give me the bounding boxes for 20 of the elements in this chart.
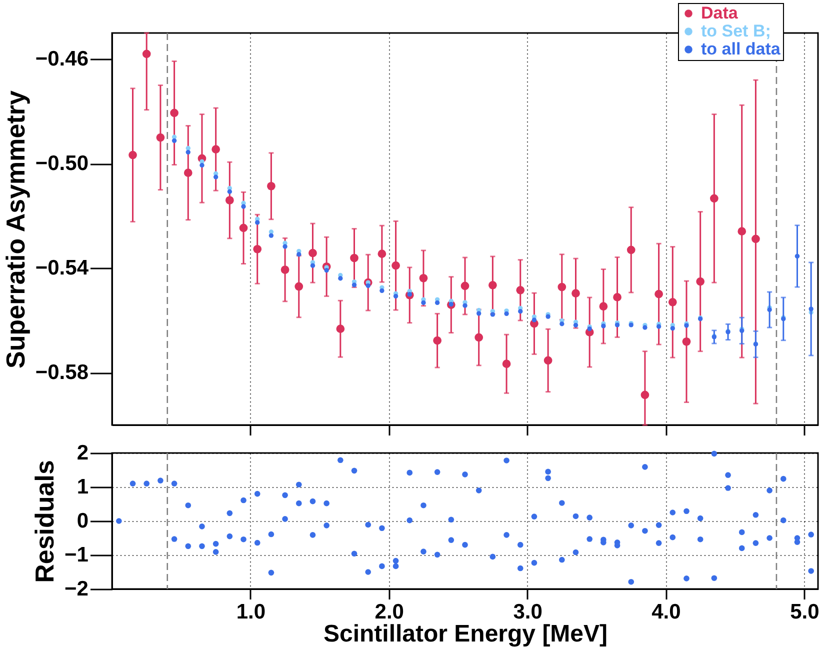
x-tick-label: 1.0 — [236, 600, 266, 624]
x-tick-label: 5.0 — [790, 600, 820, 624]
x-tick-label: 2.0 — [374, 600, 404, 624]
legend-label: to Set B; — [701, 22, 771, 40]
legend-label: Data — [701, 4, 738, 22]
y-tick-label: 2 — [76, 442, 88, 464]
y-axis-title: Superratio Asymmetry — [0, 90, 30, 368]
x-tick-label: 3.0 — [513, 600, 542, 624]
y-tick-label: −0.46 — [35, 48, 88, 71]
y-tick-label: −0.58 — [35, 361, 89, 384]
y-tick-label: 0 — [76, 510, 88, 532]
y-tick-label: −0.50 — [35, 152, 88, 176]
y-tick-label: −0.54 — [35, 256, 89, 280]
x-tick-label: 4.0 — [652, 600, 681, 624]
y-tick-label: −1 — [64, 544, 89, 566]
y-tick-label: −2 — [64, 578, 88, 600]
y-tick-label: 1 — [76, 476, 89, 498]
legend-label: to all data — [701, 40, 781, 58]
y-axis-title: Residuals — [30, 460, 60, 583]
x-axis-title: Scintillator Energy [MeV] — [323, 620, 608, 648]
